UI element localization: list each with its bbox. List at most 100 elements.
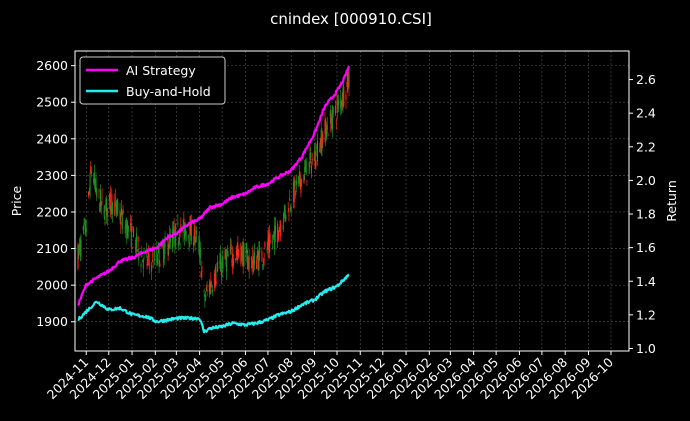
candle-body	[115, 202, 117, 212]
candle-body	[141, 255, 143, 258]
candle-body	[211, 289, 213, 293]
candle-body	[135, 239, 137, 252]
candle-body	[347, 78, 349, 88]
candle-body	[174, 230, 176, 245]
candle-body	[196, 233, 198, 234]
candle-body	[122, 209, 124, 214]
candle-body	[215, 281, 217, 284]
buy-and-hold-line	[77, 273, 350, 334]
candle-body	[292, 181, 294, 203]
plot-frame	[74, 50, 630, 352]
candle-body	[242, 246, 244, 268]
candle-body	[184, 223, 186, 240]
candle-body	[136, 249, 138, 251]
candle-body	[310, 165, 313, 174]
candle-body	[159, 263, 161, 267]
candle-body	[343, 87, 345, 106]
candle-body	[78, 247, 80, 253]
candle-body	[148, 252, 150, 257]
candle-body	[154, 257, 156, 261]
candle-body	[220, 270, 222, 276]
candle-body	[111, 194, 113, 213]
candle-body	[178, 237, 180, 243]
candle-body	[136, 233, 138, 248]
candle-body	[327, 134, 329, 136]
candle-body	[310, 152, 312, 158]
legend-label-ai-strategy: AI Strategy	[126, 63, 196, 78]
candle-body	[287, 202, 289, 204]
candle-body	[299, 175, 301, 185]
candle-body	[152, 266, 154, 268]
candle-body	[308, 161, 310, 174]
candle-body	[319, 138, 322, 148]
candle-body	[277, 223, 279, 242]
candle-body	[147, 256, 149, 261]
candle-body	[341, 100, 343, 104]
candle-body	[271, 241, 273, 243]
candle-body	[179, 243, 181, 245]
candle-body	[340, 98, 342, 109]
candle-body	[311, 158, 313, 161]
candle-body	[336, 101, 338, 106]
candle-body	[189, 223, 191, 245]
candle-body	[251, 266, 253, 272]
candle-body	[264, 242, 266, 248]
candle-body	[227, 254, 229, 257]
candle-body	[167, 240, 169, 256]
right-tick-label: 1.2	[636, 307, 656, 322]
candle-body	[273, 231, 275, 237]
candle-body	[127, 225, 129, 232]
candle-body	[182, 225, 184, 234]
candle-body	[285, 214, 287, 220]
candle-body	[346, 82, 348, 84]
ai-strategy-line	[77, 65, 351, 307]
candle-body	[111, 202, 114, 215]
candle-body	[89, 174, 91, 197]
candle-body	[77, 245, 79, 269]
candle-body	[130, 223, 132, 226]
candle-body	[101, 196, 103, 198]
candle-body	[319, 148, 321, 152]
candle-body	[324, 119, 326, 134]
candle-body	[175, 223, 177, 247]
candle-body	[151, 264, 153, 273]
candle-body	[274, 225, 276, 234]
right-tick-label: 2.6	[636, 72, 656, 87]
candle-body	[100, 202, 102, 206]
chart-title: cnindex [000910.CSI]	[270, 10, 432, 28]
candle-body	[236, 250, 238, 256]
candle-body	[119, 209, 121, 220]
candle-body	[342, 88, 344, 106]
candle-body	[110, 208, 112, 210]
candle-body	[232, 253, 234, 267]
candle-body	[283, 205, 285, 215]
candle-body	[198, 241, 200, 253]
left-y-axis: 1900 2000 2100 2200 2300 2400 2500 2600	[36, 58, 75, 329]
candle-body	[214, 266, 216, 286]
candle-body	[262, 264, 264, 266]
left-tick-label: 2500	[36, 95, 68, 110]
right-tick-label: 1.6	[636, 240, 656, 255]
candle-body	[225, 254, 227, 261]
candle-body	[283, 213, 285, 224]
candle-body	[295, 191, 297, 196]
left-tick-label: 2600	[36, 58, 68, 73]
candle-body	[325, 127, 328, 139]
candle-body	[346, 72, 349, 92]
candle-body	[304, 167, 306, 173]
candle-body	[137, 237, 139, 242]
candle-body	[268, 233, 270, 253]
candle-body	[180, 223, 182, 233]
left-tick-label: 2300	[36, 168, 68, 183]
legend-label-buy-and-hold: Buy-and-Hold	[126, 84, 211, 99]
candle-body	[103, 205, 105, 218]
candle-body	[332, 107, 334, 114]
candle-body	[88, 191, 90, 193]
candle-body	[322, 134, 324, 144]
left-tick-label: 2100	[36, 241, 68, 256]
left-tick-label: 2200	[36, 204, 68, 219]
candle-body	[266, 247, 268, 252]
candle-body	[245, 245, 247, 259]
candle-body	[178, 241, 180, 246]
